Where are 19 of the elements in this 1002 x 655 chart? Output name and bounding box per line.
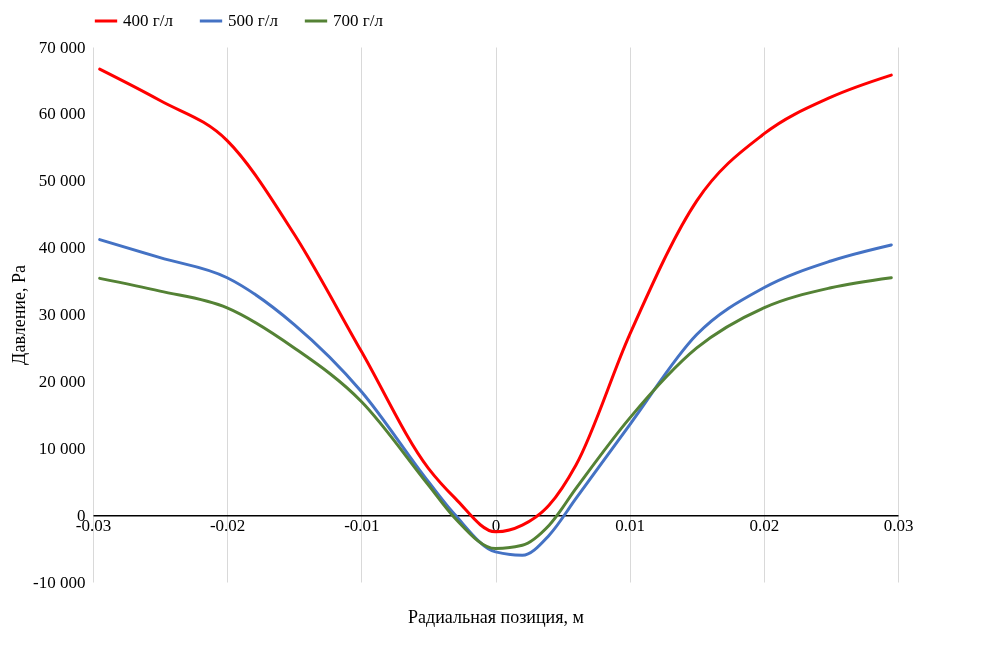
y-tick-label: 30 000 xyxy=(38,305,86,324)
y-tick-label: 20 000 xyxy=(38,371,86,391)
x-tick-label: 0.01 xyxy=(615,515,646,535)
y-tick-label: 70 000 xyxy=(38,37,86,57)
legend-label: 500 г/л xyxy=(228,11,279,30)
x-tick-label: -0.01 xyxy=(344,515,380,535)
x-tick-label: 0.02 xyxy=(749,515,780,535)
y-tick-label: 60 000 xyxy=(38,104,86,124)
x-axis-title: Радиальная позиция, м xyxy=(408,606,584,627)
legend-label: 700 г/л xyxy=(333,11,384,30)
y-axis-title: Давление, Pa xyxy=(9,265,30,365)
x-tick-label: 0 xyxy=(491,515,501,535)
legend-label: 400 г/л xyxy=(123,11,174,30)
y-tick-label: -10 000 xyxy=(33,572,86,592)
y-tick-label: 50 000 xyxy=(38,171,86,191)
x-tick-label: -0.02 xyxy=(209,515,246,535)
y-tick-label: 10 000 xyxy=(38,438,86,458)
x-tick-label: 0.03 xyxy=(883,515,914,535)
y-tick-label: 40 000 xyxy=(38,238,86,258)
